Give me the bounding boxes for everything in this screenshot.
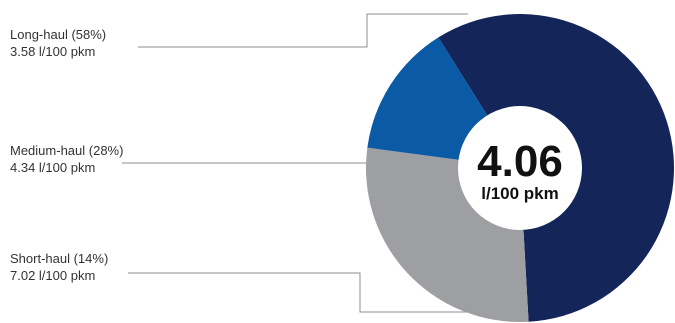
legend-short-haul: Short-haul (14%) 7.02 l/100 pkm [10,251,108,283]
leader-lines [122,13,470,313]
legend-long-haul: Long-haul (58%) 3.58 l/100 pkm [10,27,106,59]
leader-short-haul [128,272,470,313]
slice-label-medium-haul: Medium-haul (28%) [10,143,123,158]
slice-label-short-haul: Short-haul (14%) [10,251,108,266]
center-unit: l/100 pkm [481,184,559,203]
center-value: 4.06 [477,137,563,186]
leader-long-haul [138,13,468,48]
slice-detail-long-haul: 3.58 l/100 pkm [10,44,95,59]
slice-detail-medium-haul: 4.34 l/100 pkm [10,160,95,175]
center-hole [458,106,582,230]
slice-label-long-haul: Long-haul (58%) [10,27,106,42]
slice-detail-short-haul: 7.02 l/100 pkm [10,268,95,283]
legend-medium-haul: Medium-haul (28%) 4.34 l/100 pkm [10,143,123,175]
